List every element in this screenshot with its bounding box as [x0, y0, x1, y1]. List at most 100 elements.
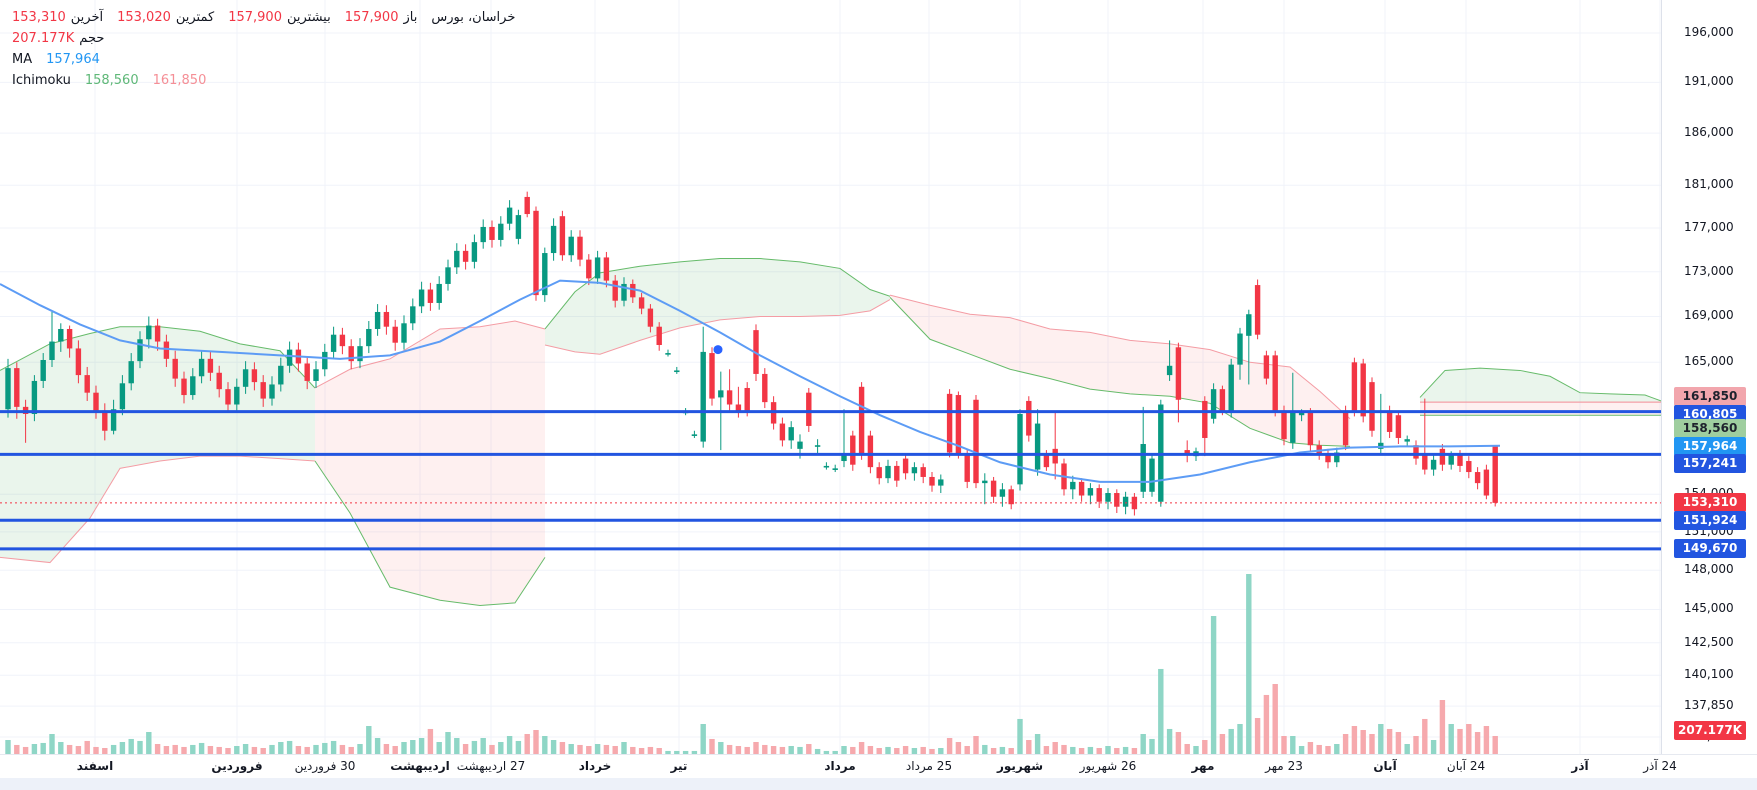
low-pair: کمترین 153,020: [117, 10, 215, 25]
candle-body: [348, 346, 354, 362]
ma-value: 157,964: [46, 52, 100, 67]
candle-body: [647, 308, 654, 327]
candle-body: [75, 348, 82, 376]
candle-body: [278, 365, 284, 385]
volume-bar: [858, 742, 865, 754]
volume-bar: [1272, 684, 1278, 754]
volume-bar: [304, 746, 310, 754]
candle-body: [577, 236, 583, 260]
volume-bar: [1140, 734, 1146, 754]
volume-bar: [1105, 746, 1111, 754]
candle-body: [762, 373, 768, 403]
price-axis[interactable]: 196,000 191,000 186,000 181,000 177,000 173,0…: [1661, 0, 1757, 778]
volume-bar: [867, 746, 874, 754]
candle-body: [58, 328, 64, 342]
volume-bar: [295, 746, 302, 754]
volume-bar: [119, 742, 126, 754]
volume-bar: [885, 746, 891, 754]
candle-body: [902, 458, 909, 474]
candle-body: [418, 289, 425, 307]
volume-bar: [58, 742, 64, 754]
candle-body: [260, 382, 266, 399]
volume-bar: [5, 740, 11, 754]
candle-body: [806, 392, 812, 426]
volume-bar: [357, 744, 363, 754]
candle-body: [119, 383, 126, 410]
legend-ma-row[interactable]: MA 157,964: [12, 50, 100, 69]
price-tick-label: 145,000: [1684, 601, 1734, 616]
ichimoku-a-badge: 158,560: [1674, 419, 1746, 439]
legend-ichimoku-row[interactable]: Ichimoku 158,560 161,850: [12, 71, 206, 90]
candle-body: [1043, 453, 1050, 468]
price-tick-label: 173,000: [1684, 263, 1734, 278]
candle-body: [999, 489, 1006, 497]
volume-bar: [709, 738, 715, 754]
volume-bar: [1351, 726, 1358, 754]
senkou-top-line: [314, 320, 546, 389]
candle-body: [1334, 452, 1340, 463]
volume-bar: [1430, 740, 1437, 754]
candle-body: [1325, 453, 1331, 463]
volume-value: 207.177K: [12, 31, 75, 46]
ichimoku-cloud-green: [545, 258, 890, 355]
legend-ohlc-row[interactable]: خراسان، بورس باز 157,900 بیشترین 157,900 ک…: [12, 8, 515, 27]
price-tick-label: 169,000: [1684, 308, 1734, 323]
time-axis[interactable]: اسفند فروردین 30 فروردین اردیبهشت 27 اردیبهش…: [0, 754, 1757, 779]
volume-bar: [1457, 728, 1463, 754]
candle-body: [1219, 389, 1226, 411]
volume-bar: [788, 746, 794, 754]
legend-volume-row[interactable]: حجم 207.177K: [12, 29, 104, 48]
time-tick-label: فروردین: [211, 759, 263, 773]
time-tick-label: شهریور: [996, 759, 1044, 773]
volume-bar: [418, 738, 425, 754]
volume-bar: [445, 732, 451, 754]
volume-bar: [242, 744, 249, 754]
event-dot: [713, 345, 723, 355]
volume-bar: [524, 734, 530, 754]
volume-bar: [955, 742, 962, 754]
volume-bar: [1228, 728, 1234, 754]
volume-bar: [1334, 744, 1340, 754]
volume-bar: [49, 734, 55, 754]
volume-bar: [216, 746, 222, 754]
candle-body: [1474, 472, 1481, 484]
senkou-bottom-line: [544, 299, 891, 355]
volume-bar: [1439, 700, 1446, 754]
volume-bar: [656, 748, 662, 754]
ma-label: MA: [12, 52, 33, 67]
ichimoku-senkou-a-value: 158,560: [84, 73, 139, 88]
volume-bar: [594, 744, 601, 754]
volume-bar: [929, 748, 935, 754]
candle-body: [603, 257, 610, 281]
candle-body: [190, 376, 196, 396]
candle-body: [128, 361, 134, 384]
candle-body: [383, 311, 390, 327]
symbol-title[interactable]: خراسان، بورس: [431, 10, 516, 25]
level-badge-1: 160,805: [1674, 404, 1746, 424]
chart-pane[interactable]: [0, 0, 1661, 754]
candle-body: [251, 369, 258, 383]
volume-bar: [286, 740, 293, 754]
volume-bar: [1413, 736, 1419, 754]
candle-body: [1448, 454, 1454, 465]
volume-bar: [190, 744, 196, 754]
volume-bar: [1078, 748, 1085, 754]
candle-body: [973, 399, 979, 484]
volume-bar: [269, 744, 275, 754]
volume-bar: [1492, 735, 1498, 754]
candle-body: [110, 409, 117, 431]
volume-bar: [93, 746, 99, 754]
volume-bar: [1184, 744, 1190, 754]
chart-canvas[interactable]: [0, 0, 1661, 754]
candle-body: [568, 236, 574, 256]
volume-bar: [973, 736, 979, 754]
candle-body: [410, 306, 416, 324]
volume-bar: [1386, 728, 1393, 754]
candle-body: [1466, 461, 1472, 473]
candle-body: [1272, 355, 1278, 411]
volume-bar: [770, 746, 777, 754]
volume-bar: [1008, 748, 1014, 754]
ma-line[interactable]: [0, 279, 1501, 483]
volume-bar: [330, 740, 337, 754]
